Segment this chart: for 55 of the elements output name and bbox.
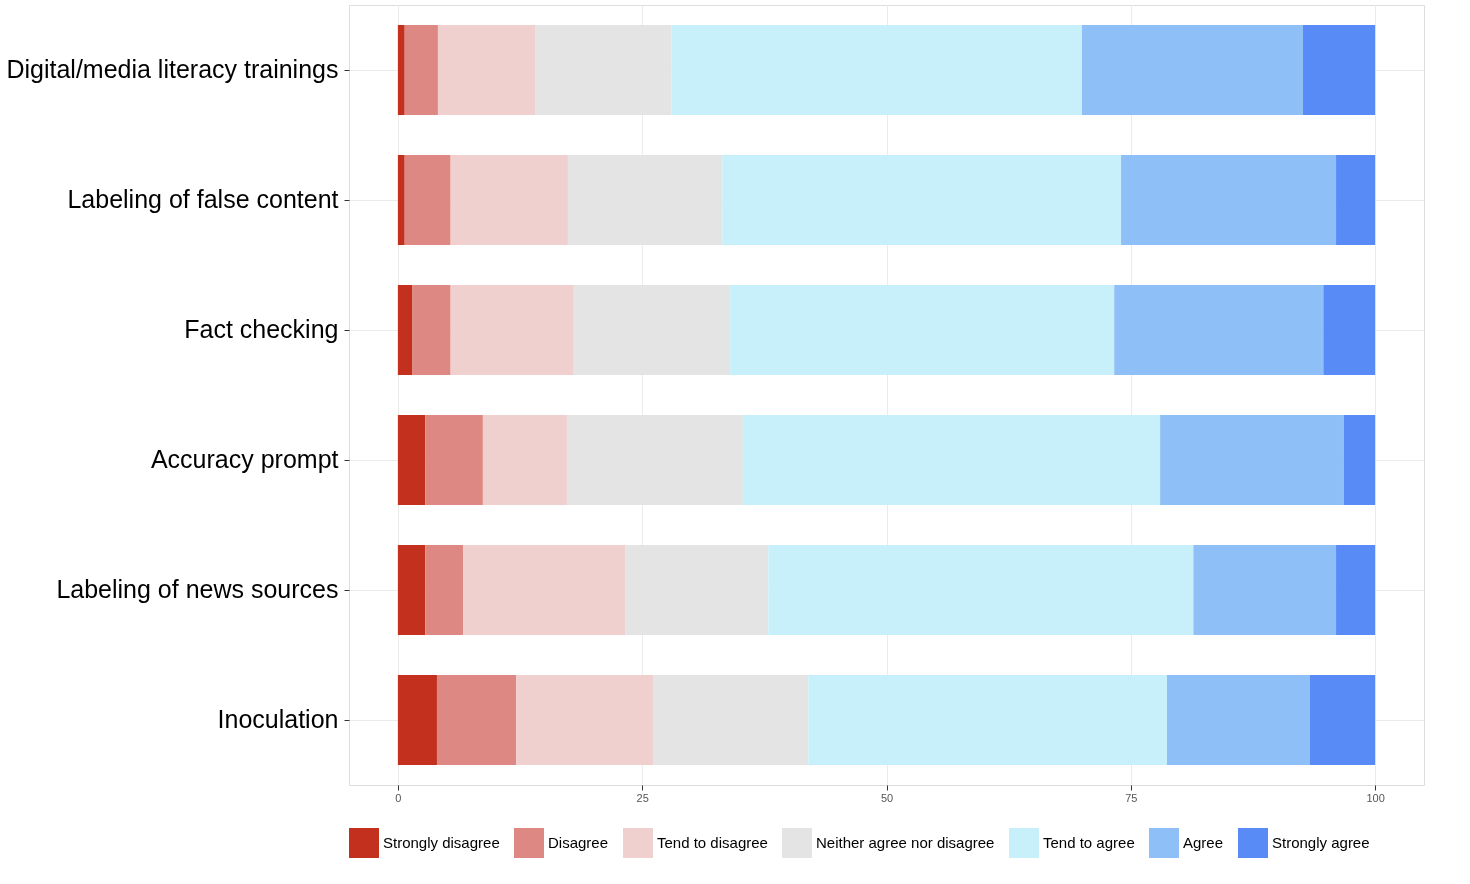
bar	[397, 25, 405, 115]
bar	[397, 545, 426, 635]
legend-label: Tend to agree	[1043, 834, 1135, 851]
bar	[1323, 285, 1376, 375]
bar	[1114, 285, 1324, 375]
bar	[1193, 545, 1337, 635]
bar	[652, 675, 809, 765]
bar	[397, 415, 426, 505]
bar	[404, 155, 451, 245]
bar	[1336, 545, 1376, 635]
y-tick-label: Digital/media literacy trainings	[6, 55, 339, 83]
bar	[1121, 155, 1337, 245]
bar	[722, 155, 1122, 245]
y-tick-label: Accuracy prompt	[150, 445, 339, 473]
bar	[1309, 675, 1376, 765]
y-tick-label: Labeling of false content	[67, 185, 339, 213]
bar	[808, 675, 1167, 765]
x-tick-label: 0	[395, 791, 402, 804]
bar	[425, 415, 483, 505]
bar	[1336, 155, 1376, 245]
bar	[1302, 25, 1376, 115]
bar	[425, 545, 464, 635]
bar	[482, 415, 567, 505]
bar	[1081, 25, 1303, 115]
bar	[1160, 415, 1344, 505]
bar	[1166, 675, 1310, 765]
bar	[671, 25, 1082, 115]
legend-label: Agree	[1183, 834, 1224, 851]
legend-label: Disagree	[548, 834, 609, 851]
bar	[397, 285, 413, 375]
y-tick-label: Inoculation	[217, 705, 339, 733]
bar	[436, 675, 517, 765]
x-tick-label: 50	[880, 791, 894, 804]
y-tick-label: Fact checking	[184, 315, 339, 343]
y-tick-label: Labeling of news sources	[56, 575, 339, 603]
x-tick-label: 75	[1125, 791, 1138, 804]
bar	[404, 25, 438, 115]
bar	[742, 415, 1161, 505]
legend-label: Strongly disagree	[383, 834, 500, 851]
bar	[450, 155, 568, 245]
bar	[1343, 415, 1376, 505]
bar	[463, 545, 626, 635]
bar	[730, 285, 1115, 375]
legend-label: Strongly agree	[1272, 834, 1370, 851]
bar	[450, 285, 574, 375]
legend-label: Neither agree nor disagree	[816, 834, 995, 851]
bar	[768, 545, 1194, 635]
bar	[397, 675, 437, 765]
x-tick-label: 100	[1366, 791, 1385, 804]
bar	[516, 675, 653, 765]
x-tick-label: 25	[636, 791, 649, 804]
bar	[437, 25, 536, 115]
legend-label: Tend to disagree	[657, 834, 768, 851]
bar	[412, 285, 451, 375]
bar	[397, 155, 405, 245]
